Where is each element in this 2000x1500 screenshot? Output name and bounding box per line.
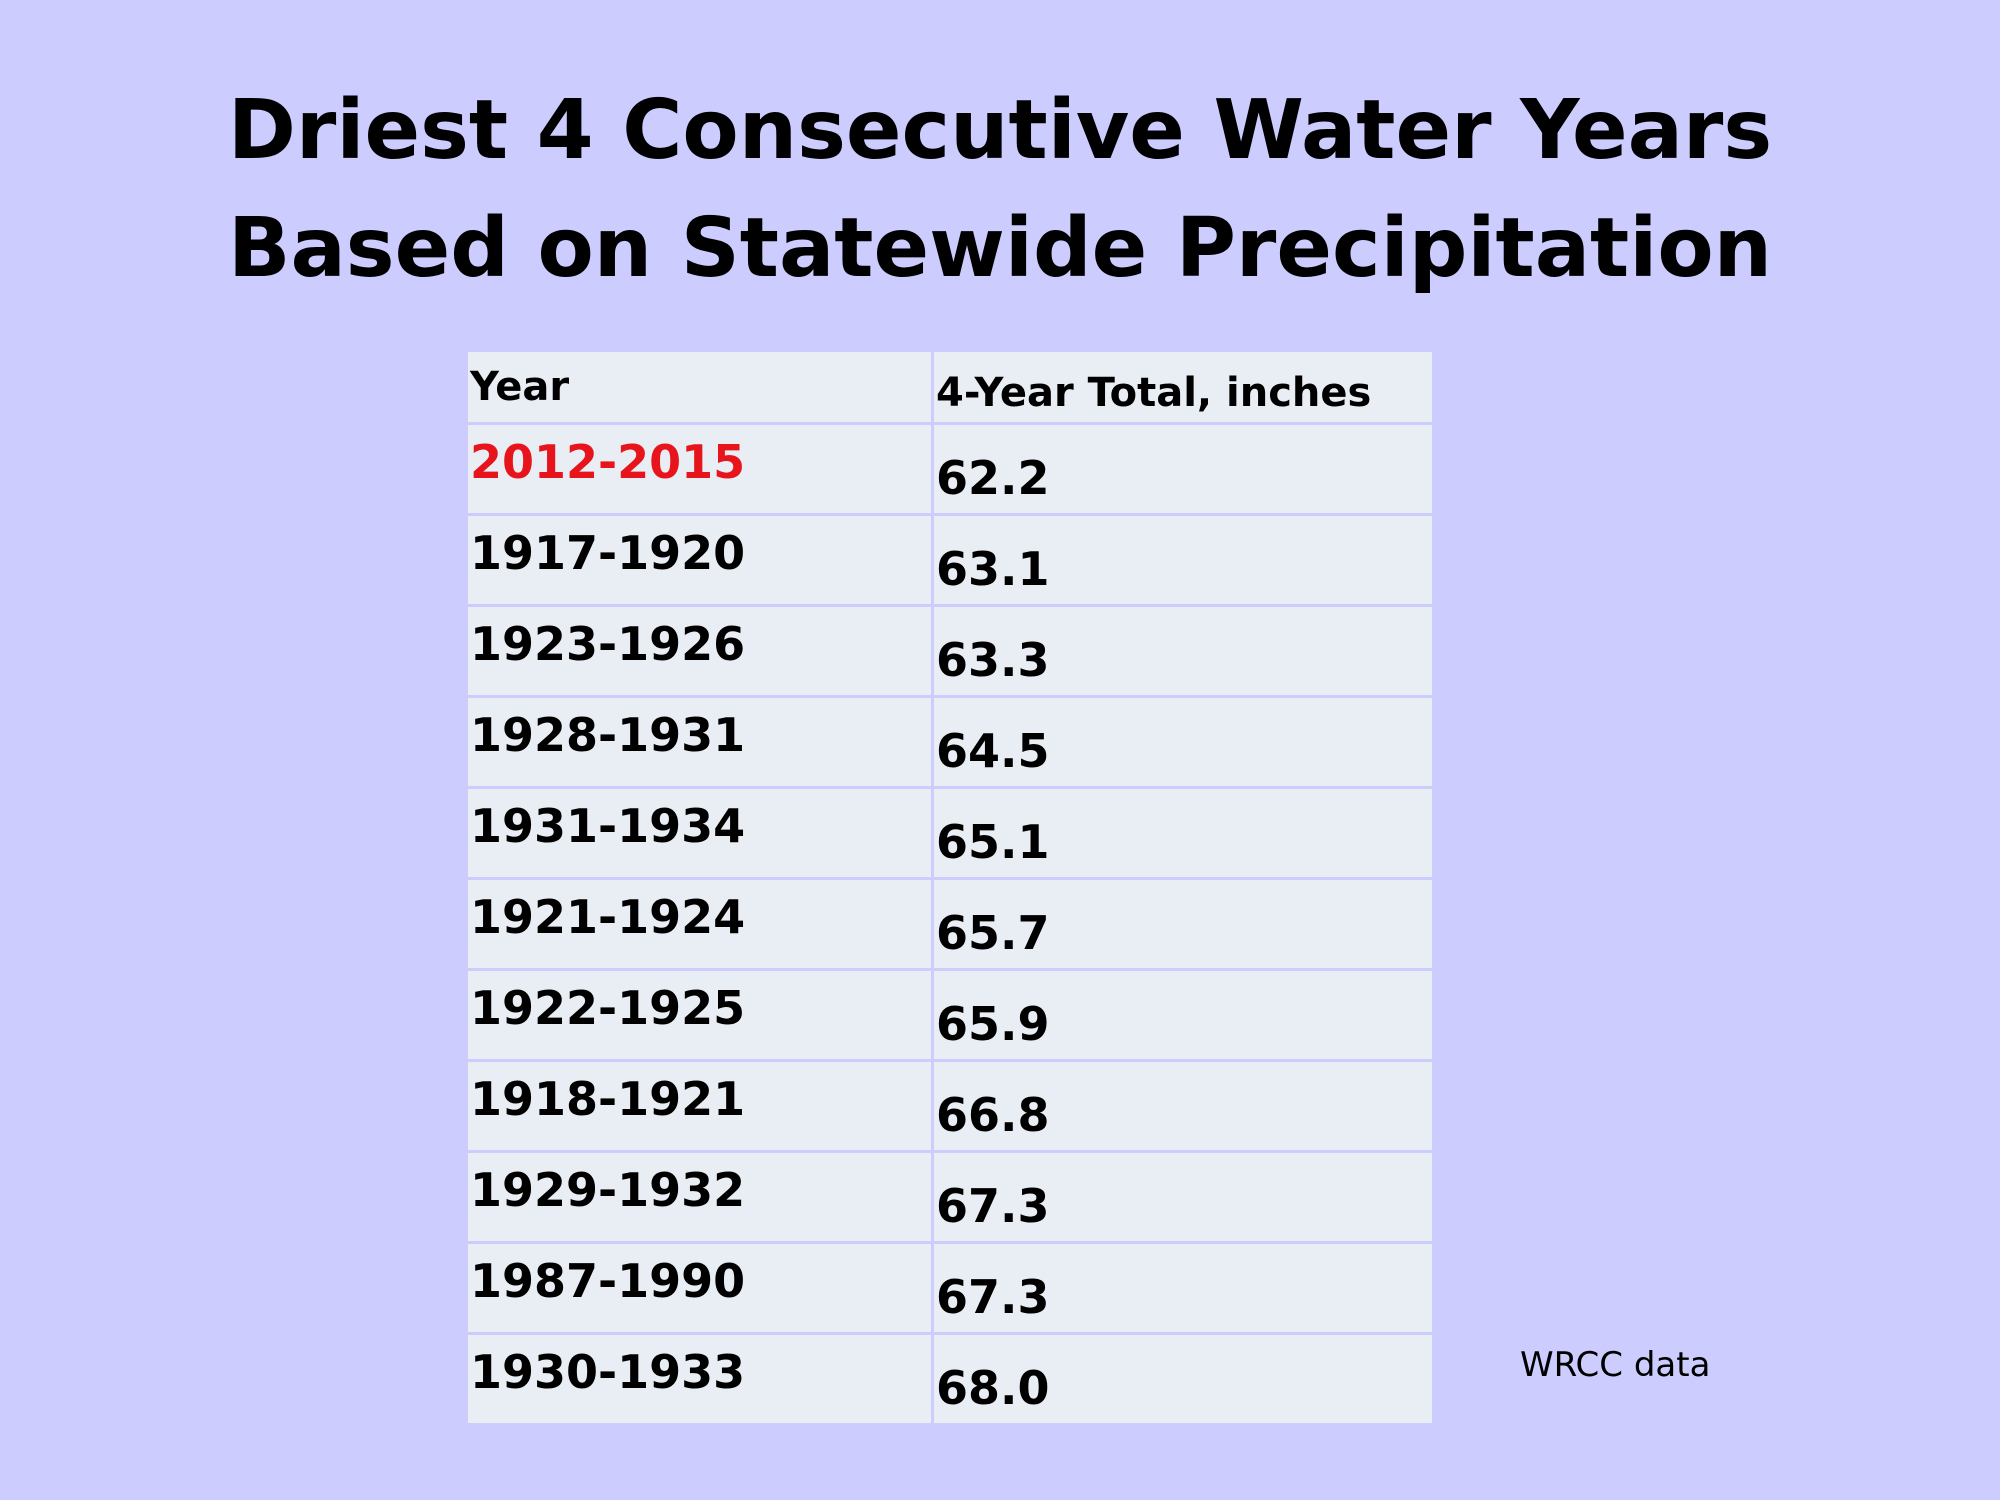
header-year-cell: Year [468,352,934,425]
year-cell: 1923-1926 [468,607,934,698]
header-total-cell: 4-Year Total, inches [934,352,1432,425]
total-cell: 65.9 [934,971,1432,1062]
table-row: 1917-1920 63.1 [468,516,1432,607]
total-cell: 65.7 [934,880,1432,971]
total-value: 63.1 [936,542,1050,596]
total-cell: 65.1 [934,789,1432,880]
title-line-1: Driest 4 Consecutive Water Years [227,83,1773,178]
drought-table: Year 4-Year Total, inches 2012-2015 62.2… [468,352,1432,1426]
table-row: 2012-2015 62.2 [468,425,1432,516]
year-value: 2012-2015 [470,435,746,489]
header-year-label: Year [470,364,570,410]
year-value: 1929-1932 [470,1163,746,1217]
year-value: 1987-1990 [470,1254,746,1308]
total-value: 62.2 [936,451,1050,505]
total-cell: 62.2 [934,425,1432,516]
header-total-label: 4-Year Total, inches [936,370,1372,416]
year-cell: 1987-1990 [468,1244,934,1335]
total-value: 68.0 [936,1361,1050,1415]
total-cell: 63.3 [934,607,1432,698]
year-value: 1930-1933 [470,1345,746,1399]
total-cell: 67.3 [934,1153,1432,1244]
year-value: 1922-1925 [470,981,746,1035]
total-value: 65.9 [936,997,1050,1051]
table-row: 1923-1926 63.3 [468,607,1432,698]
year-cell: 1929-1932 [468,1153,934,1244]
table-row: 1922-1925 65.9 [468,971,1432,1062]
year-cell: 1921-1924 [468,880,934,971]
year-value: 1928-1931 [470,708,746,762]
total-value: 63.3 [936,633,1050,687]
table-row: 1929-1932 67.3 [468,1153,1432,1244]
year-cell: 1931-1934 [468,789,934,880]
table-row: 1918-1921 66.8 [468,1062,1432,1153]
total-value: 67.3 [936,1270,1050,1324]
title-line-2: Based on Statewide Precipitation [227,201,1773,296]
table-row: 1921-1924 65.7 [468,880,1432,971]
year-cell: 1930-1933 [468,1335,934,1426]
total-cell: 64.5 [934,698,1432,789]
slide-title: Driest 4 Consecutive Water Years Based o… [0,72,2000,308]
total-cell: 63.1 [934,516,1432,607]
year-cell: 1917-1920 [468,516,934,607]
table-row: 1930-1933 68.0 [468,1335,1432,1426]
total-value: 66.8 [936,1088,1050,1142]
total-cell: 68.0 [934,1335,1432,1426]
table-row: 1928-1931 64.5 [468,698,1432,789]
year-cell: 1918-1921 [468,1062,934,1153]
source-note: WRCC data [1520,1345,1711,1385]
table-header-row: Year 4-Year Total, inches [468,352,1432,425]
year-cell: 1922-1925 [468,971,934,1062]
year-cell: 1928-1931 [468,698,934,789]
total-value: 65.7 [936,906,1050,960]
total-value: 67.3 [936,1179,1050,1233]
year-value: 1921-1924 [470,890,746,944]
year-value: 1923-1926 [470,617,746,671]
table-row: 1931-1934 65.1 [468,789,1432,880]
total-value: 65.1 [936,815,1050,869]
year-cell: 2012-2015 [468,425,934,516]
total-cell: 66.8 [934,1062,1432,1153]
table-row: 1987-1990 67.3 [468,1244,1432,1335]
total-value: 64.5 [936,724,1050,778]
total-cell: 67.3 [934,1244,1432,1335]
year-value: 1931-1934 [470,799,746,853]
year-value: 1917-1920 [470,526,746,580]
year-value: 1918-1921 [470,1072,746,1126]
